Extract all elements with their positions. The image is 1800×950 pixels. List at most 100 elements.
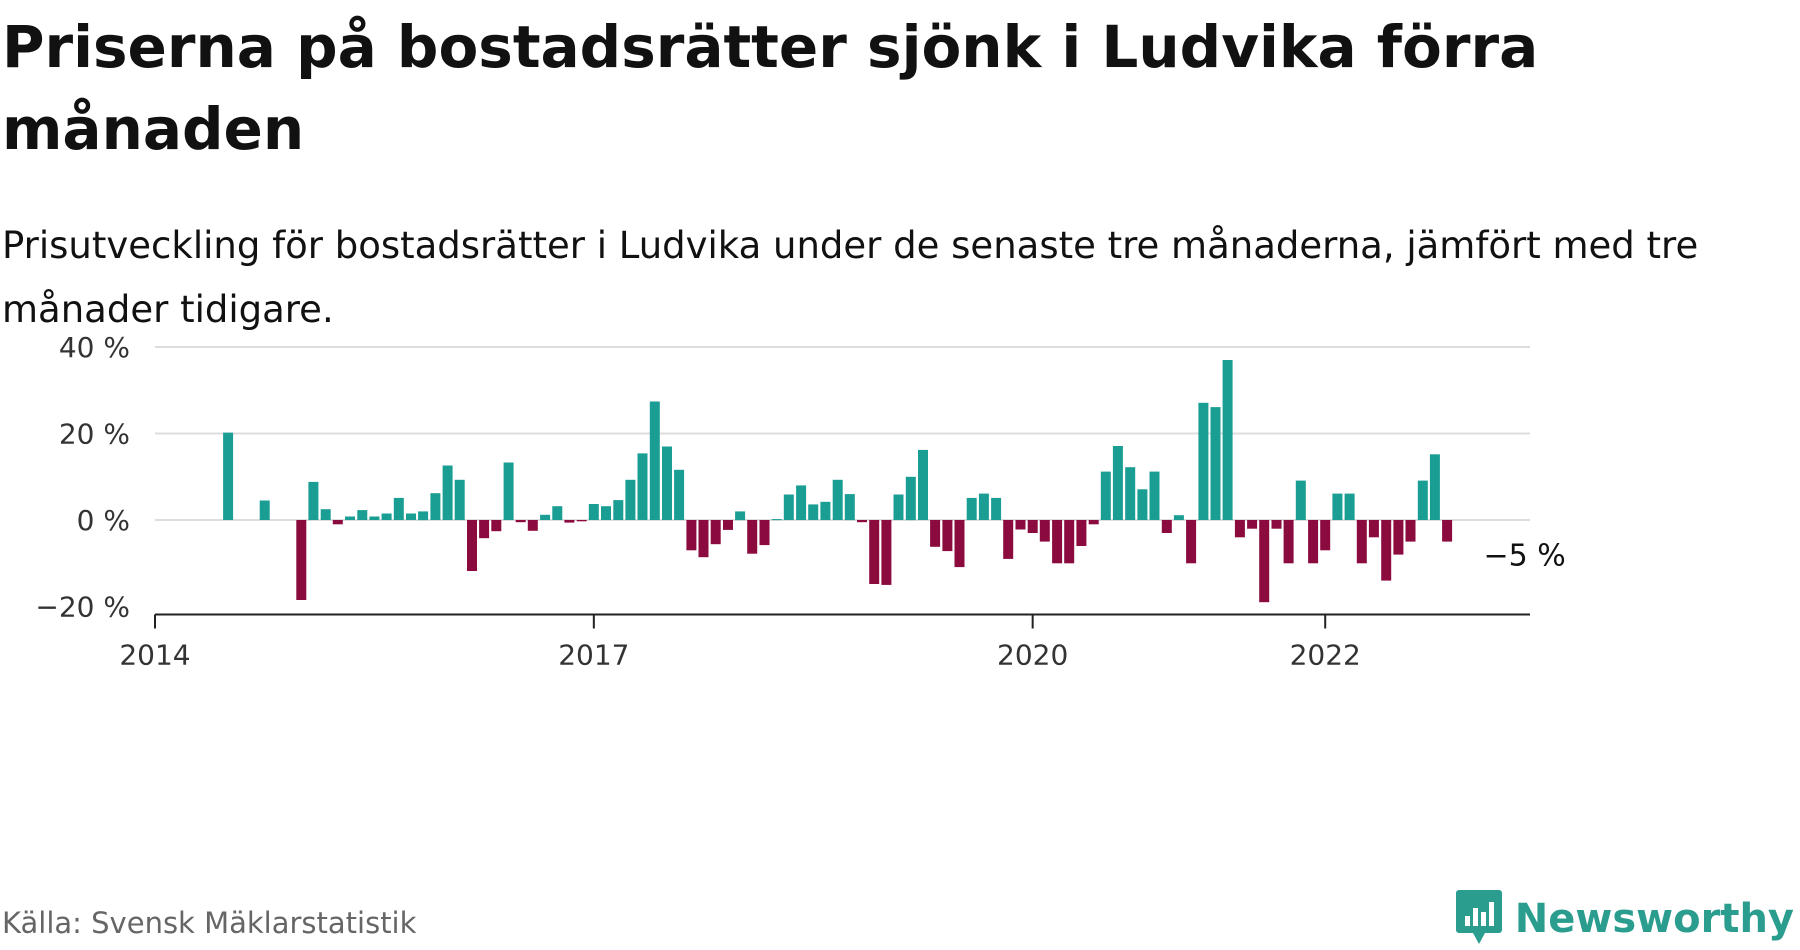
bar xyxy=(601,506,611,520)
page-title: Priserna på bostadsrätter sjönk i Ludvik… xyxy=(2,13,1539,163)
bar xyxy=(1283,520,1294,564)
bar xyxy=(527,520,538,531)
bar xyxy=(613,500,624,520)
bar xyxy=(832,479,843,520)
brand-logo[interactable]: Newsworthy xyxy=(1455,888,1794,950)
bar-chart: 40 % 20 % 0 % −20 % 2014 2017 2020 2022 −5 % xyxy=(35,331,1565,672)
bar xyxy=(881,520,892,585)
bar xyxy=(1149,471,1160,520)
bar xyxy=(1381,520,1392,581)
bar xyxy=(259,500,270,520)
bar xyxy=(930,520,941,547)
bar xyxy=(686,520,697,551)
bar xyxy=(491,520,502,532)
bar xyxy=(1320,520,1331,551)
bar xyxy=(735,511,746,521)
bar xyxy=(637,453,648,520)
bar xyxy=(1015,520,1026,530)
bar xyxy=(1393,520,1404,555)
source-note: Källa: Svensk Mäklarstatistik xyxy=(2,906,417,940)
bar xyxy=(1027,520,1038,533)
bar xyxy=(1003,520,1014,559)
y-tick-label: 20 % xyxy=(59,418,130,451)
bar xyxy=(1271,520,1282,529)
bar xyxy=(393,497,404,520)
bar xyxy=(308,481,319,520)
bar xyxy=(759,520,770,546)
bar xyxy=(1222,360,1233,520)
bar xyxy=(332,520,343,525)
bar xyxy=(1076,520,1087,546)
bar xyxy=(808,504,819,520)
bar xyxy=(1173,515,1184,520)
bar xyxy=(576,520,587,522)
bar xyxy=(1112,446,1123,520)
bar xyxy=(454,479,465,520)
bar xyxy=(1429,454,1440,520)
bar xyxy=(942,520,953,552)
bar xyxy=(844,494,855,521)
x-axis: 2014 2017 2020 2022 xyxy=(119,613,1530,672)
bar xyxy=(1344,493,1355,520)
bar xyxy=(442,465,453,520)
bar xyxy=(954,520,965,568)
y-tick-label: 40 % xyxy=(59,331,130,364)
bar xyxy=(918,449,928,520)
bar xyxy=(1064,520,1075,564)
bar xyxy=(406,513,416,520)
bar xyxy=(503,462,514,520)
bar xyxy=(1198,402,1209,520)
bar xyxy=(1186,520,1197,564)
bar xyxy=(467,520,477,571)
bar xyxy=(1161,520,1172,533)
bar xyxy=(1356,520,1367,564)
bar xyxy=(1137,489,1148,520)
bar xyxy=(978,493,989,520)
bar xyxy=(662,446,672,520)
bar xyxy=(698,520,709,558)
bar xyxy=(893,494,904,520)
bar xyxy=(783,494,794,520)
bar xyxy=(1308,520,1319,564)
bar xyxy=(991,497,1002,520)
bar xyxy=(869,520,880,584)
bar xyxy=(1442,520,1453,542)
bar xyxy=(540,514,551,520)
x-tick-label: 2017 xyxy=(558,639,629,672)
bar xyxy=(479,520,490,539)
bar xyxy=(1247,520,1258,529)
bar xyxy=(625,479,636,520)
bar xyxy=(418,511,429,521)
bar xyxy=(430,493,441,520)
bar xyxy=(1210,407,1221,520)
bars xyxy=(223,360,1453,603)
bar xyxy=(710,520,721,545)
bar xyxy=(796,485,807,520)
bar xyxy=(369,516,380,520)
bar xyxy=(649,401,660,520)
bar xyxy=(1052,520,1063,564)
bar xyxy=(674,469,685,520)
bar xyxy=(1332,493,1343,520)
bar xyxy=(1259,520,1270,603)
bar xyxy=(552,506,563,520)
bar xyxy=(515,520,526,523)
bar xyxy=(223,432,234,520)
x-tick-label: 2020 xyxy=(997,639,1068,672)
bar xyxy=(966,497,977,520)
bar xyxy=(564,520,575,523)
bar xyxy=(1234,520,1245,538)
y-axis-tick-labels: 40 % 20 % 0 % −20 % xyxy=(35,331,130,624)
bar xyxy=(588,504,599,520)
bar xyxy=(1405,520,1416,542)
bar xyxy=(905,476,916,521)
x-tick-label: 2022 xyxy=(1290,639,1361,672)
x-tick-label: 2014 xyxy=(119,639,190,672)
bar xyxy=(857,520,867,523)
bar xyxy=(320,509,331,520)
bar xyxy=(345,516,355,520)
annotations: −5 % xyxy=(1483,539,1565,574)
bar xyxy=(1417,480,1428,520)
bar-chart-bubble-icon xyxy=(1455,888,1503,950)
bar xyxy=(381,513,392,520)
